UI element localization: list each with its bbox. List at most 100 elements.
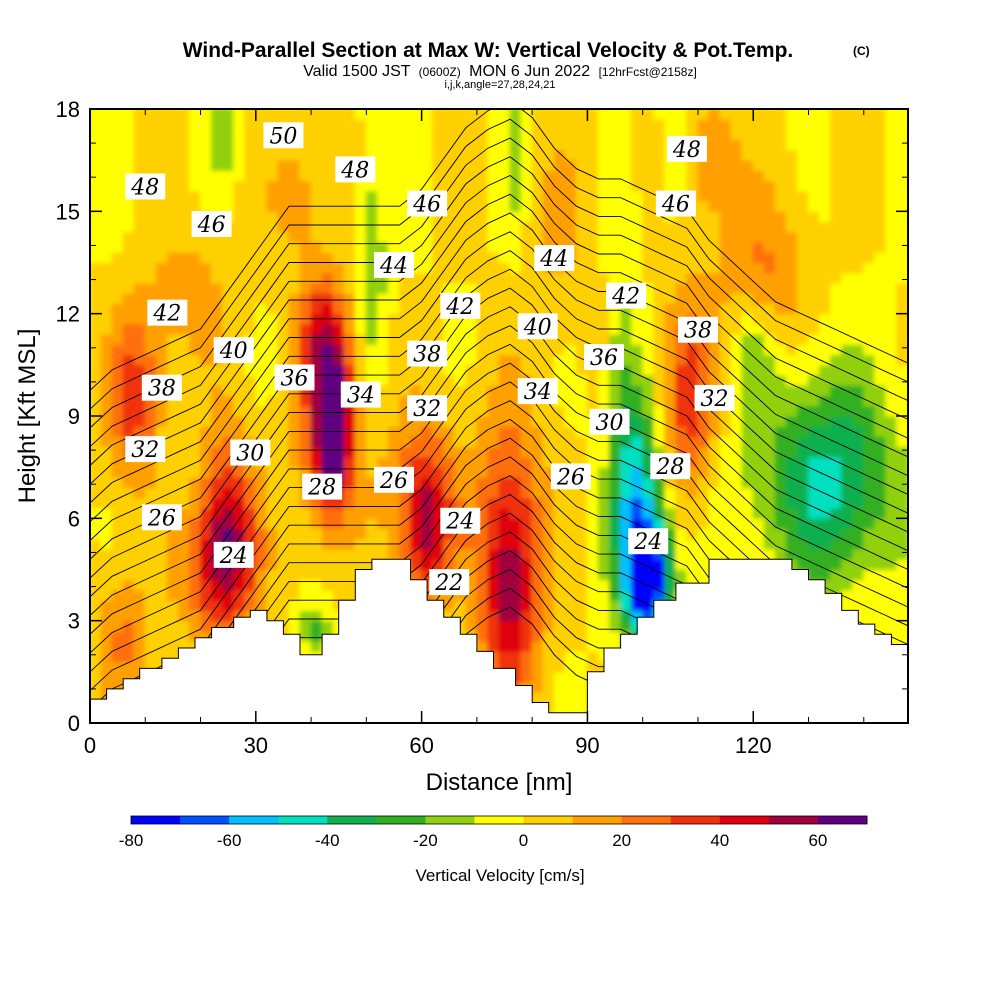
velocity-cell (399, 548, 412, 560)
velocity-cell (896, 272, 908, 284)
velocity-cell (752, 109, 765, 120)
velocity-cell (597, 251, 611, 263)
velocity-cell (354, 354, 367, 366)
velocity-cell (410, 569, 423, 581)
velocity-cell (642, 395, 655, 407)
velocity-cell (399, 128, 412, 141)
velocity-cell (166, 282, 179, 294)
velocity-cell (90, 476, 102, 489)
velocity-cell (520, 599, 533, 611)
velocity-cell (288, 262, 301, 274)
velocity-cell (675, 302, 688, 315)
velocity-cell (299, 159, 312, 171)
velocity-cell (487, 231, 500, 243)
velocity-cell (387, 302, 401, 315)
velocity-cell (708, 456, 721, 468)
contour-label: 26 (550, 463, 591, 490)
velocity-cell (631, 169, 644, 182)
velocity-cell (520, 210, 533, 223)
velocity-cell (885, 292, 898, 304)
velocity-cell (399, 333, 412, 345)
velocity-cell (255, 589, 268, 601)
velocity-cell (597, 221, 611, 233)
velocity-cell (432, 374, 445, 386)
velocity-cell (133, 139, 146, 151)
velocity-cell (166, 128, 179, 141)
velocity-cell (686, 528, 699, 540)
velocity-cell (763, 262, 776, 274)
velocity-cell (509, 282, 522, 294)
velocity-cell (332, 466, 345, 478)
velocity-cell (310, 640, 323, 652)
velocity-cell (752, 210, 765, 223)
velocity-cell (763, 251, 776, 263)
velocity-cell (421, 476, 434, 489)
velocity-cell (719, 435, 732, 448)
velocity-cell (288, 466, 301, 478)
velocity-cell (708, 200, 721, 212)
velocity-cell (476, 313, 489, 325)
velocity-cell (188, 538, 202, 550)
velocity-cell (819, 128, 832, 141)
velocity-cell (553, 702, 566, 714)
velocity-cell (796, 333, 810, 345)
velocity-cell (166, 609, 179, 622)
velocity-cell (664, 435, 677, 448)
velocity-cell (122, 149, 135, 161)
velocity-cell (664, 251, 677, 263)
velocity-cell (609, 118, 622, 130)
velocity-cell (487, 630, 500, 642)
velocity-cell (741, 210, 754, 223)
velocity-cell (808, 395, 821, 407)
velocity-cell (255, 180, 268, 192)
velocity-cell (100, 333, 113, 345)
velocity-cell (266, 589, 279, 601)
velocity-cell (819, 446, 832, 458)
velocity-cell (885, 169, 898, 182)
velocity-cell (354, 333, 367, 345)
velocity-cell (796, 149, 810, 161)
velocity-cell (432, 139, 445, 151)
velocity-cell (664, 343, 677, 356)
velocity-cell (586, 650, 599, 663)
velocity-cell (233, 241, 246, 253)
subtitle-date: MON 6 Jun 2022 (469, 63, 590, 80)
velocity-cell (255, 272, 268, 284)
velocity-cell (133, 231, 146, 243)
velocity-cell (830, 507, 843, 519)
velocity-cell (122, 640, 135, 652)
velocity-cell (188, 180, 202, 192)
velocity-cell (609, 528, 622, 540)
velocity-cell (487, 620, 500, 632)
velocity-cell (808, 231, 821, 243)
velocity-cell (155, 159, 168, 171)
velocity-cell (399, 384, 412, 397)
velocity-cell (564, 272, 577, 284)
velocity-cell (399, 200, 412, 212)
velocity-cell (299, 579, 312, 591)
velocity-cell (321, 507, 334, 519)
velocity-cell (310, 569, 323, 581)
velocity-cell (520, 272, 533, 284)
colorbar-tick-label: -20 (413, 831, 438, 850)
velocity-cell (144, 661, 157, 673)
velocity-cell (642, 569, 655, 581)
velocity-cell (863, 517, 876, 530)
velocity-cell (476, 302, 489, 315)
velocity-cell (465, 487, 478, 499)
velocity-cell (719, 374, 732, 386)
velocity-cell (387, 528, 401, 540)
velocity-cell (111, 241, 124, 253)
velocity-cell (321, 405, 334, 417)
velocity-cell (498, 200, 511, 212)
velocity-cell (553, 128, 566, 141)
velocity-cell (465, 251, 478, 263)
velocity-cell (852, 149, 865, 161)
velocity-cell (233, 313, 246, 325)
velocity-cell (509, 159, 522, 171)
velocity-cell (564, 599, 577, 611)
velocity-cell (520, 190, 533, 202)
velocity-cell (122, 528, 135, 540)
velocity-cell (830, 569, 843, 581)
velocity-cell (597, 384, 611, 397)
